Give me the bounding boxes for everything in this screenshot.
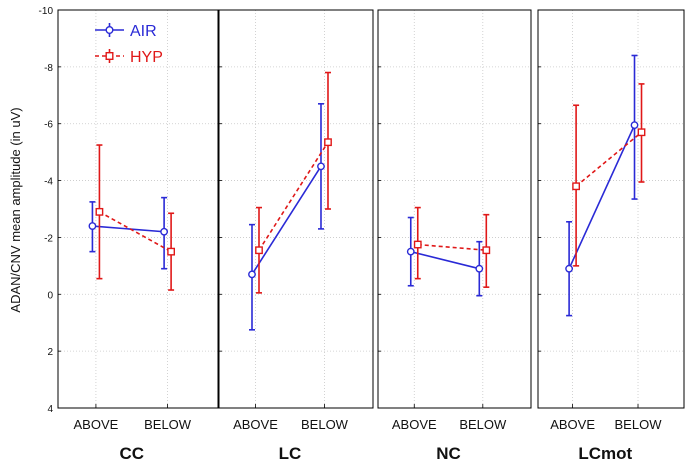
y-axis-label: ADAN/CNV mean amplitude (in uV)	[8, 107, 23, 312]
legend-hyp-label: HYP	[130, 49, 163, 66]
series-air	[88, 196, 169, 270]
panel-title: NC	[436, 444, 461, 463]
panel-frame	[377, 9, 532, 409]
series-line	[410, 250, 480, 270]
data-point	[88, 222, 97, 230]
panel-title: LCmot	[578, 444, 632, 463]
series-hyp	[255, 71, 332, 294]
series-air	[565, 54, 639, 317]
y-tick-label: 2	[47, 347, 53, 358]
series-line	[92, 225, 165, 233]
x-tick-label: ABOVE	[233, 417, 278, 432]
data-point	[167, 247, 175, 256]
y-tick-label: 0	[47, 290, 53, 301]
series-air	[248, 103, 325, 331]
x-tick-label: BELOW	[615, 417, 663, 432]
data-point	[482, 246, 491, 255]
legend-hyp-marker	[105, 52, 114, 61]
legend: AIR HYP	[95, 23, 163, 66]
panel-frame	[218, 9, 374, 409]
series-line	[568, 124, 636, 270]
series-line	[417, 243, 487, 252]
y-tick-label: 4	[47, 404, 53, 415]
panel-frame	[57, 9, 219, 409]
series-line	[258, 141, 329, 251]
x-tick-label: ABOVE	[392, 417, 437, 432]
y-tick-label: -6	[44, 120, 53, 131]
data-point	[572, 182, 581, 191]
series-air	[406, 216, 484, 297]
data-point	[317, 162, 325, 171]
data-point	[255, 246, 263, 255]
y-tick-label: -8	[44, 63, 53, 74]
legend-air-label: AIR	[130, 23, 157, 40]
series-line	[575, 131, 643, 187]
legend-air-marker	[105, 26, 114, 35]
data-point	[95, 207, 104, 216]
data-point	[637, 128, 646, 137]
series-line	[251, 165, 322, 275]
data-point	[413, 240, 422, 249]
series-hyp	[572, 83, 646, 267]
panel-lc: ABOVE BELOW LC	[218, 9, 374, 463]
series-hyp	[413, 206, 491, 288]
x-tick-label: BELOW	[459, 417, 507, 432]
data-point	[475, 264, 484, 273]
data-point	[406, 247, 415, 256]
panel-title: LC	[279, 444, 302, 463]
y-tick-label: -10	[39, 6, 54, 17]
x-tick-label: ABOVE	[74, 417, 119, 432]
x-tick-label: BELOW	[144, 417, 192, 432]
data-point	[248, 270, 256, 279]
panel-frame	[537, 9, 685, 409]
panel-lcmot: ABOVE BELOW LCmot	[537, 9, 685, 463]
panel-nc: ABOVE BELOW NC	[377, 9, 532, 463]
panel-title: CC	[119, 444, 144, 463]
y-tick-label: -4	[44, 177, 53, 188]
series-hyp	[95, 144, 175, 291]
x-tick-label: ABOVE	[550, 417, 595, 432]
data-point	[160, 227, 169, 236]
y-tick-label: -2	[44, 233, 53, 244]
data-point	[630, 121, 639, 130]
x-tick-label: BELOW	[301, 417, 349, 432]
data-point	[565, 264, 574, 273]
data-point	[324, 138, 332, 147]
